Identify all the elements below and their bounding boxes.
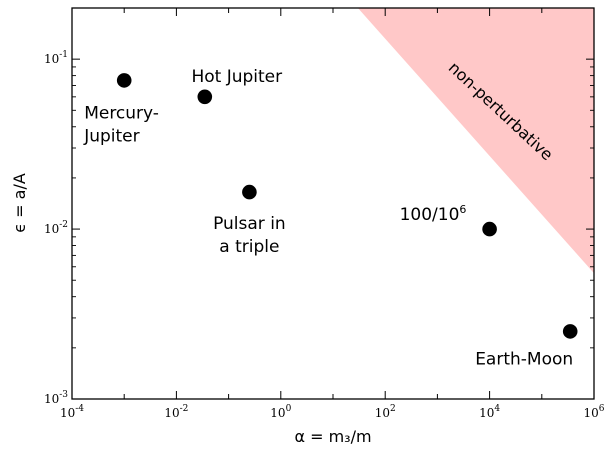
point-label: Mercury-Jupiter — [83, 103, 159, 146]
point-label: Earth-Moon — [475, 349, 573, 369]
x-tick-label: 10-4 — [60, 404, 84, 420]
y-axis-title: ϵ = a/A — [10, 173, 29, 233]
y-tick-label: 10-3 — [44, 390, 68, 406]
point-label: 100/106 — [400, 203, 467, 225]
plot-frame — [71, 7, 595, 400]
data-point — [482, 221, 497, 237]
x-tick-label: 100 — [270, 404, 291, 420]
data-point — [197, 89, 213, 105]
tick-labels: 10-4 10-2 100 102 104 106 10-3 10-2 10-1 — [44, 50, 605, 420]
x-tick-label: 106 — [583, 404, 604, 420]
non-perturbative-region — [357, 8, 594, 274]
y-tick-label: 10-1 — [44, 50, 68, 66]
data-points — [116, 73, 578, 339]
point-label: Pulsar in a triple — [213, 214, 286, 257]
x-tick-label: 102 — [375, 404, 396, 420]
x-tick-label: 10-2 — [164, 404, 188, 420]
major-ticks — [71, 8, 595, 400]
point-labels: Mercury-Jupiter Hot Jupiter Pulsar in a tri… — [83, 67, 573, 370]
x-axis-title: α = m₃/m — [294, 427, 371, 446]
minor-ticks — [72, 8, 594, 399]
y-tick-label: 10-2 — [44, 220, 68, 236]
data-point — [116, 73, 132, 88]
point-label: Hot Jupiter — [191, 67, 282, 87]
x-tick-label: 104 — [479, 404, 500, 420]
data-point — [562, 324, 578, 339]
data-point — [242, 184, 257, 200]
region-layer — [357, 8, 594, 274]
